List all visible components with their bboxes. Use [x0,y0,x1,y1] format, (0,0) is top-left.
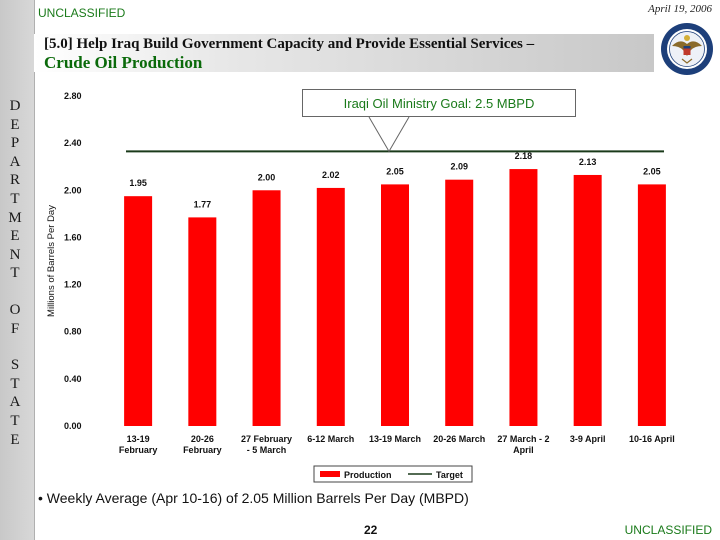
production-bar [252,190,281,426]
production-bar [509,169,538,427]
bar-series [124,169,666,427]
x-tick-label: 20-26 [191,434,214,444]
y-tick-label: 1.20 [64,280,82,290]
bar-value-label: 2.18 [515,151,533,161]
sidebar-letter: F [10,320,20,337]
legend-production-label: Production [344,470,392,480]
oil-production-chart: Millions of Barrels Per Day 0.00 0.40 0.80… [46,91,694,483]
sidebar-letter: N [9,246,21,263]
y-axis-ticks: 0.00 0.40 0.80 1.20 1.60 2.00 2.40 2.80 [64,91,82,431]
chart-legend: Production Target [313,465,473,483]
sidebar-letter: A [9,394,21,411]
slide-date: April 19, 2006 [648,3,712,15]
y-tick-label: 2.40 [64,138,82,148]
target-line-group [126,116,664,153]
bar-value-label: 1.77 [194,199,212,209]
letter-spacer [0,283,30,301]
bar-value-label: 2.13 [579,157,597,167]
legend-production-swatch [320,471,340,477]
y-tick-label: 2.00 [64,185,82,195]
bar-value-label: 2.00 [258,172,276,182]
bar-value-label: 1.95 [129,178,147,188]
weekly-average-note: • Weekly Average (Apr 10-16) of 2.05 Mil… [38,490,469,506]
x-tick-label: 3-9 April [570,434,606,444]
x-tick-label: 6-12 March [307,434,354,444]
production-bar [637,184,666,426]
x-tick-label: 13-19 March [369,434,421,444]
bar-value-label: 2.05 [386,166,404,176]
classification-top: UNCLASSIFIED [38,6,126,20]
x-tick-label: 13-19 [127,434,150,444]
sidebar-letter: O [9,301,21,318]
sidebar-letter: E [10,431,20,448]
x-tick-label: - 5 March [247,445,287,455]
sidebar-letter: T [10,375,20,392]
sidebar-letter: T [10,190,20,207]
sidebar-letter: E [10,116,20,133]
sidebar-letter: E [10,228,20,245]
sidebar-letter: R [9,172,20,189]
y-tick-label: 1.60 [64,232,82,242]
x-tick-label: February [119,445,158,455]
bar-value-label: 2.09 [450,162,468,172]
x-tick-label: 10-16 April [629,434,675,444]
sidebar-letter: S [10,357,20,374]
callout-pointer [368,116,410,153]
sidebar-letter: T [10,265,20,282]
x-tick-label: April [513,445,534,455]
legend-box [313,465,473,483]
sidebar-letter: M [8,209,22,226]
production-bar [124,196,153,426]
classification-bottom: UNCLASSIFIED [624,523,712,537]
x-tick-label: 20-26 March [433,434,485,444]
y-tick-label: 0.80 [64,327,82,337]
bar-value-label: 2.05 [643,166,661,176]
y-tick-label: 0.00 [64,421,82,431]
y-tick-label: 0.40 [64,374,82,384]
bar-value-label: 2.02 [322,170,340,180]
production-bar [445,179,474,426]
page-number: 22 [364,523,378,537]
sidebar-letter: D [9,98,21,114]
sidebar-letter: P [10,135,20,152]
letter-spacer [0,338,30,356]
x-tick-label: 27 February [241,434,292,444]
x-tick-label: 27 March - 2 [497,434,549,444]
production-bar [316,187,345,426]
sidebar-letter: T [10,412,20,429]
production-bar [381,184,409,426]
slide-title: [5.0] Help Iraq Build Government Capacit… [44,36,535,52]
x-tick-label: February [183,445,222,455]
sidebar-letter: A [9,153,21,170]
production-bar [573,174,602,426]
state-department-seal-icon [661,23,713,75]
legend-target-label: Target [436,470,463,480]
slide-subtitle: Crude Oil Production [44,53,203,72]
title-band [34,34,654,72]
bar-value-labels: 1.95 1.77 2.00 2.02 2.05 2.09 2.18 2.13 2.05 [129,151,660,209]
y-tick-label: 2.80 [64,91,82,101]
goal-callout: Iraqi Oil Ministry Goal: 2.5 MBPD [302,89,576,117]
y-axis-label-group: Millions of Barrels Per Day [46,205,57,317]
side-bar [0,0,35,540]
y-axis-title: Millions of Barrels Per Day [46,205,57,317]
production-bar [188,217,217,426]
